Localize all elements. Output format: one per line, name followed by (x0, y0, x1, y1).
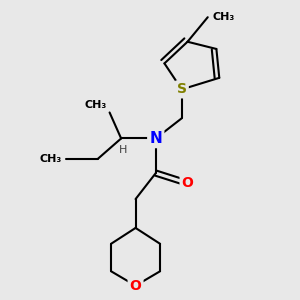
Text: CH₃: CH₃ (84, 100, 107, 110)
Text: CH₃: CH₃ (212, 12, 234, 22)
Text: S: S (177, 82, 187, 96)
Text: CH₃: CH₃ (40, 154, 62, 164)
Text: N: N (149, 131, 162, 146)
Text: H: H (118, 145, 127, 155)
Text: O: O (182, 176, 194, 190)
Text: O: O (130, 279, 142, 293)
